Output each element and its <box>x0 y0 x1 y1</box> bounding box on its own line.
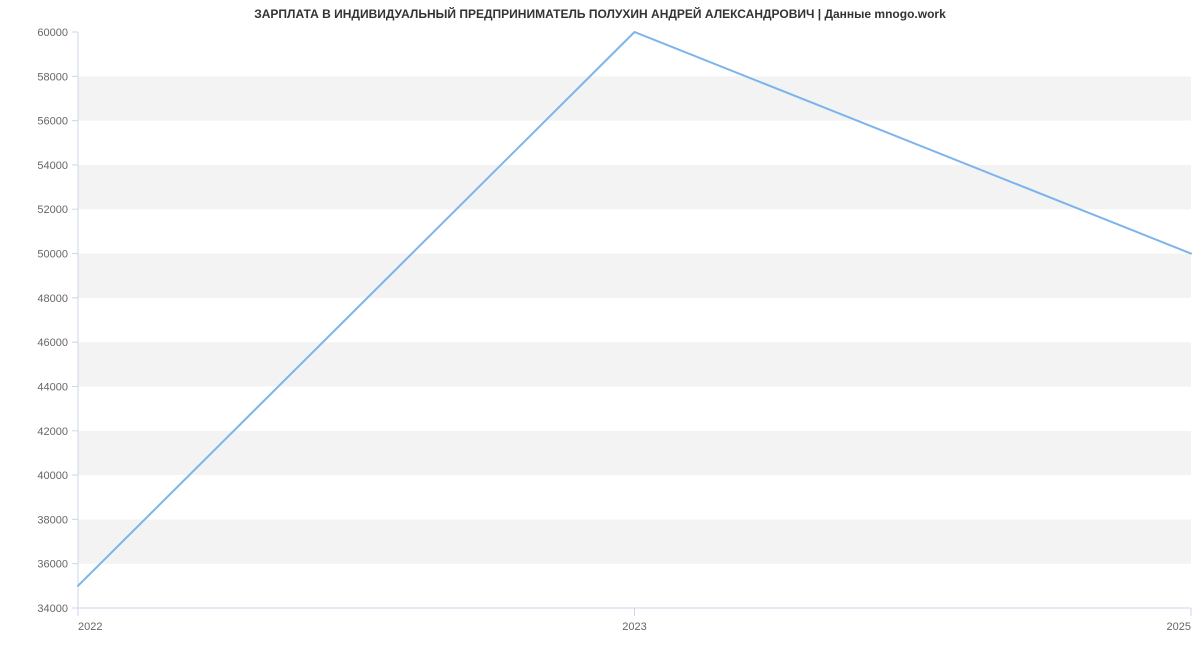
y-tick-label: 46000 <box>37 337 68 349</box>
y-tick-label: 38000 <box>37 514 68 526</box>
plot-band <box>78 564 1191 608</box>
y-tick-label: 50000 <box>37 249 68 261</box>
x-tick-label: 2022 <box>78 621 102 633</box>
y-tick-label: 58000 <box>37 71 68 83</box>
y-tick-label: 54000 <box>37 160 68 172</box>
y-tick-label: 52000 <box>37 204 68 216</box>
y-tick-label: 44000 <box>37 381 68 393</box>
x-tick-label: 2023 <box>622 621 646 633</box>
y-tick-label: 48000 <box>37 293 68 305</box>
y-tick-label: 36000 <box>37 559 68 571</box>
y-tick-label: 42000 <box>37 426 68 438</box>
y-tick-label: 40000 <box>37 470 68 482</box>
plot-band <box>78 254 1191 298</box>
y-tick-label: 60000 <box>37 27 68 39</box>
plot-band <box>78 32 1191 76</box>
y-tick-label: 56000 <box>37 116 68 128</box>
x-tick-label: 2025 <box>1167 621 1191 633</box>
plot-band <box>78 121 1191 165</box>
plot-band <box>78 209 1191 253</box>
salary-line-chart: ЗАРПЛАТА В ИНДИВИДУАЛЬНЫЙ ПРЕДПРИНИМАТЕЛ… <box>0 0 1200 650</box>
plot-band <box>78 342 1191 386</box>
plot-band <box>78 76 1191 120</box>
plot-band <box>78 431 1191 475</box>
plot-band <box>78 519 1191 563</box>
chart-title: ЗАРПЛАТА В ИНДИВИДУАЛЬНЫЙ ПРЕДПРИНИМАТЕЛ… <box>0 7 1200 21</box>
chart-svg: 34000 36000 38000 40000 42000 44000 46000 48000… <box>0 0 1200 650</box>
y-tick-label: 34000 <box>37 603 68 615</box>
plot-band <box>78 298 1191 342</box>
plot-band <box>78 475 1191 519</box>
plot-band <box>78 386 1191 430</box>
